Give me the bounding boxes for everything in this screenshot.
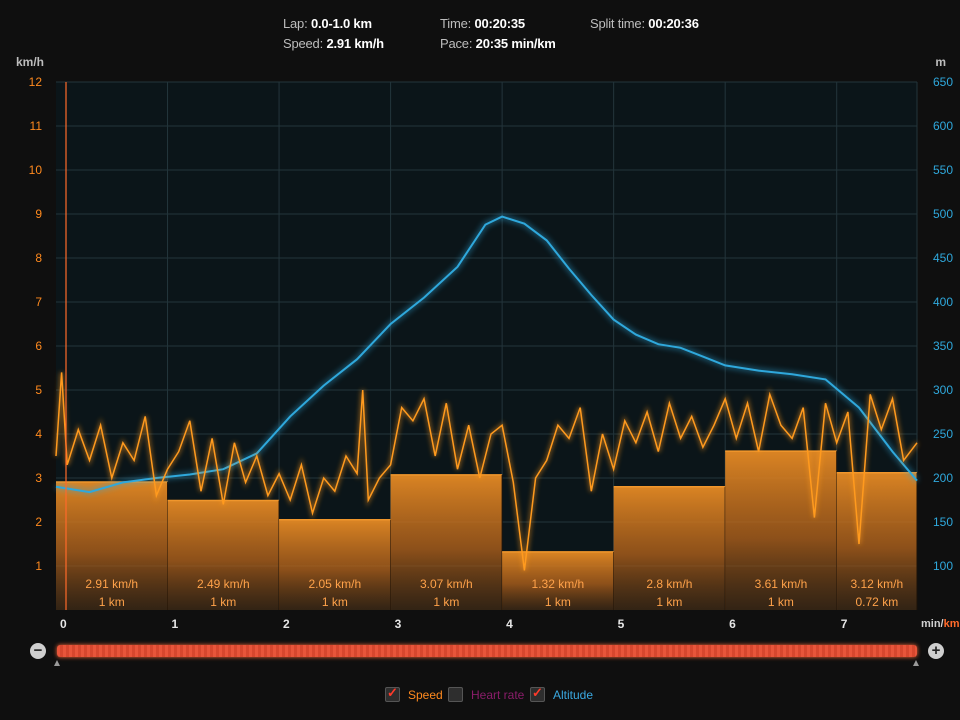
lap-bar — [56, 481, 168, 610]
lap-bar — [613, 486, 726, 610]
left-tick-label: 6 — [35, 339, 42, 353]
right-tick-label: 200 — [933, 471, 953, 485]
right-tick-label: 600 — [933, 119, 953, 133]
speed-stat: Speed: 2.91 km/h — [283, 36, 384, 51]
lap-speed-label: 3.12 km/h — [850, 577, 903, 591]
left-axis-unit: km/h — [16, 55, 45, 69]
speed-checkbox[interactable] — [385, 685, 400, 702]
lap-bar — [279, 519, 391, 610]
time-stat: Time: 00:20:35 — [440, 16, 525, 31]
lap-speed-label: 2.8 km/h — [646, 577, 692, 591]
right-axis-unit: m — [935, 55, 946, 69]
lap-bar — [836, 472, 917, 610]
x-tick-label: 0 — [60, 617, 67, 631]
left-tick-label: 9 — [35, 207, 42, 221]
lap-distance-label: 1 km — [656, 595, 682, 609]
timeline-track[interactable] — [57, 645, 917, 657]
x-tick-label: 5 — [618, 617, 625, 631]
right-tick-label: 650 — [933, 75, 953, 89]
legend-speed-label: Speed — [408, 687, 443, 702]
lap-distance-label: 1 km — [99, 595, 125, 609]
right-tick-label: 450 — [933, 251, 953, 265]
left-tick-label: 7 — [35, 295, 42, 309]
plus-icon: + — [931, 642, 941, 659]
zoom-out-button[interactable]: − — [30, 643, 46, 659]
left-tick-label: 10 — [29, 163, 43, 177]
right-axis-ticks: 100 150 200 250 300 350 400 450 500 550 600 650 — [933, 75, 953, 573]
right-tick-label: 350 — [933, 339, 953, 353]
lap-speed-label: 3.61 km/h — [755, 577, 808, 591]
x-tick-label: 7 — [841, 617, 848, 631]
lap-speed-label: 1.32 km/h — [532, 577, 585, 591]
x-tick-label: 1 — [172, 617, 179, 631]
pace-stat: Pace: 20:35 min/km — [440, 36, 556, 51]
lap-distance-label: 1 km — [210, 595, 236, 609]
altitude-line — [55, 215, 918, 494]
legend-altitude[interactable]: Altitude — [530, 685, 594, 702]
timeline-scrollbar[interactable]: − + — [0, 640, 960, 670]
left-tick-label: 5 — [35, 383, 42, 397]
left-tick-label: 4 — [35, 427, 42, 441]
lap-speed-bars — [56, 450, 918, 610]
activity-chart[interactable]: 2.91 km/h 1 km 2.49 km/h 1 km 2.05 km/h 1 km 3… — [0, 0, 960, 640]
lap-speed-label: 2.49 km/h — [197, 577, 250, 591]
x-axis-ticks: 0 1 2 3 4 5 6 7 — [60, 617, 848, 631]
right-tick-label: 150 — [933, 515, 953, 529]
x-unit-km: km — [943, 618, 960, 630]
lap-distance-label: 1 km — [545, 595, 571, 609]
x-unit-minutes: min/ — [921, 618, 944, 630]
lap-speed-label: 2.05 km/h — [308, 577, 361, 591]
left-tick-label: 3 — [35, 471, 42, 485]
x-axis-unit: min/km — [921, 618, 960, 630]
legend-heart-rate-label: Heart rate — [471, 687, 525, 702]
left-tick-label: 1 — [35, 559, 42, 573]
right-tick-label: 250 — [933, 427, 953, 441]
right-tick-label: 100 — [933, 559, 953, 573]
lap-bar — [390, 474, 503, 610]
left-tick-label: 12 — [29, 75, 43, 89]
range-end-handle[interactable] — [913, 660, 919, 666]
range-start-handle[interactable] — [54, 660, 60, 666]
right-tick-label: 400 — [933, 295, 953, 309]
lap-distance-label: 1 km — [322, 595, 348, 609]
lap-bar — [502, 551, 614, 610]
zoom-in-button[interactable]: + — [928, 643, 944, 659]
legend-speed[interactable]: Speed — [385, 685, 443, 702]
lap-labels: 2.91 km/h 1 km 2.49 km/h 1 km 2.05 km/h 1 km 3… — [85, 577, 903, 609]
lap-distance-label: 1 km — [768, 595, 794, 609]
split-time-stat: Split time: 00:20:36 — [590, 16, 699, 31]
x-tick-label: 6 — [729, 617, 736, 631]
x-tick-label: 3 — [395, 617, 402, 631]
legend: Speed Heart rate Altitude — [0, 685, 960, 707]
left-tick-label: 8 — [35, 251, 42, 265]
left-tick-label: 11 — [30, 119, 43, 133]
lap-stat: Lap: 0.0-1.0 km — [283, 16, 372, 31]
minus-icon: − — [33, 642, 43, 659]
heart-rate-checkbox[interactable] — [448, 687, 463, 702]
series-lines — [54, 213, 919, 571]
x-tick-label: 2 — [283, 617, 290, 631]
lap-distance-label: 0.72 km — [856, 595, 899, 609]
speed-line — [55, 372, 918, 571]
right-tick-label: 500 — [933, 207, 953, 221]
legend-altitude-label: Altitude — [553, 687, 594, 702]
x-tick-label: 4 — [506, 617, 513, 631]
lap-speed-label: 3.07 km/h — [420, 577, 473, 591]
altitude-checkbox[interactable] — [530, 685, 545, 702]
legend-heart-rate[interactable]: Heart rate — [448, 687, 524, 702]
lap-distance-label: 1 km — [433, 595, 459, 609]
lap-bar — [167, 500, 280, 610]
lap-speed-label: 2.91 km/h — [85, 577, 138, 591]
right-tick-label: 300 — [933, 383, 953, 397]
right-tick-label: 550 — [933, 163, 953, 177]
left-tick-label: 2 — [35, 515, 42, 529]
lap-stats-panel: Lap: 0.0-1.0 km Speed: 2.91 km/h Time: 0… — [0, 14, 960, 54]
